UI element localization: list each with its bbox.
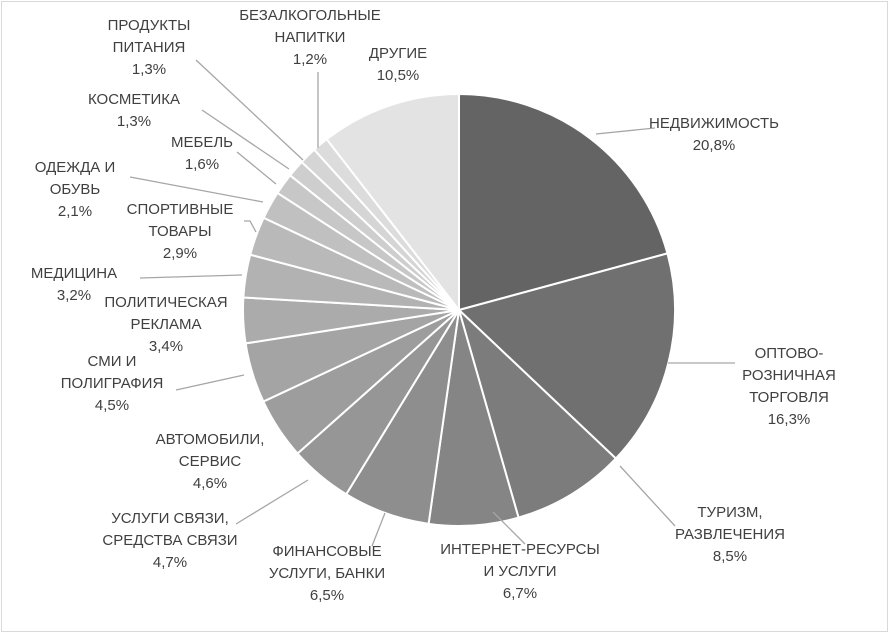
slice-percent-label: 20,8% bbox=[693, 137, 736, 154]
slice-category-label: УСЛУГИ, БАНКИ bbox=[269, 565, 385, 582]
pie-slice bbox=[457, 306, 618, 519]
slice-category-label: РОЗНИЧНАЯ bbox=[742, 367, 836, 384]
slice-category-label: ТОВАРЫ bbox=[149, 223, 212, 240]
slice-category-label: РЕКЛАМА bbox=[130, 316, 201, 333]
slice-percent-label: 2,9% bbox=[163, 245, 197, 262]
slice-category-label: ПОЛИГРАФИЯ bbox=[61, 375, 164, 392]
slice-category-label: ФИНАНСОВЫЕ bbox=[272, 543, 381, 560]
slice-category-label: МЕБЕЛЬ bbox=[171, 134, 233, 151]
slice-category-label: АВТОМОБИЛИ, bbox=[156, 431, 265, 448]
slice-category-label: ТУРИЗМ, bbox=[697, 504, 762, 521]
slice-category-label: ПОЛИТИЧЕСКАЯ bbox=[104, 294, 227, 311]
slice-percent-label: 16,3% bbox=[768, 411, 811, 428]
slice-category-label: СЕРВИС bbox=[179, 453, 242, 470]
slice-percent-label: 8,5% bbox=[713, 548, 747, 565]
slice-category-label: ОДЕЖДА И bbox=[35, 159, 115, 176]
slice-category-label: ПРОДУКТЫ bbox=[108, 17, 191, 34]
slice-percent-label: 1,6% bbox=[185, 156, 219, 173]
slice-percent-label: 3,4% bbox=[149, 338, 183, 355]
slice-percent-label: 6,5% bbox=[310, 587, 344, 604]
slice-category-label: НЕДВИЖИМОСТЬ bbox=[649, 115, 779, 132]
leader-line bbox=[129, 176, 264, 203]
slice-percent-label: 6,7% bbox=[503, 585, 537, 602]
data-labels: НЕДВИЖИМОСТЬ 20,8% ОПТОВО- РОЗНИЧНАЯ ТОРГОВЛ… bbox=[31, 7, 836, 604]
leader-line bbox=[235, 479, 309, 525]
leader-line bbox=[201, 109, 290, 170]
slice-category-label: БЕЗАЛКОГОЛЬНЫЕ bbox=[239, 7, 381, 24]
slice-percent-label: 4,7% bbox=[153, 554, 187, 571]
slice-percent-label: 4,5% bbox=[95, 397, 129, 414]
slice-category-label: УСЛУГИ СВЯЗИ, bbox=[111, 510, 229, 527]
leader-line bbox=[371, 512, 386, 547]
slice-category-label: МЕДИЦИНА bbox=[31, 265, 117, 282]
pie-slice bbox=[458, 92, 669, 312]
leader-line bbox=[175, 374, 245, 391]
slice-percent-label: 1,3% bbox=[117, 113, 151, 130]
slice-category-label: ОПТОВО- bbox=[755, 345, 824, 362]
slice-percent-label: 3,2% bbox=[57, 287, 91, 304]
slice-category-label: ПИТАНИЯ bbox=[113, 39, 186, 56]
leader-lines bbox=[129, 59, 735, 547]
leader-line bbox=[195, 59, 304, 161]
slice-category-label: СРЕДСТВА СВЯЗИ bbox=[102, 532, 237, 549]
slice-percent-label: 2,1% bbox=[58, 203, 92, 220]
slice-category-label: СМИ И bbox=[88, 353, 137, 370]
slice-category-label: КОСМЕТИКА bbox=[88, 91, 180, 108]
leader-line bbox=[244, 220, 257, 233]
slice-category-label: И УСЛУГИ bbox=[483, 563, 556, 580]
leader-line bbox=[492, 511, 526, 545]
slice-percent-label: 1,3% bbox=[132, 61, 166, 78]
slice-category-label: ТОРГОВЛЯ bbox=[749, 389, 829, 406]
slice-percent-label: 10,5% bbox=[377, 67, 420, 84]
slice-category-label: РАЗВЛЕЧЕНИЯ bbox=[675, 526, 785, 543]
slice-category-label: НАПИТКИ bbox=[275, 29, 346, 46]
pie-slice bbox=[325, 92, 460, 313]
slice-category-label: ДРУГИЕ bbox=[369, 45, 427, 62]
leader-line bbox=[619, 465, 676, 527]
slice-category-label: ОБУВЬ bbox=[50, 181, 101, 198]
leader-line bbox=[139, 274, 243, 279]
slice-percent-label: 1,2% bbox=[293, 51, 327, 68]
slice-category-label: ИНТЕРНЕТ-РЕСУРСЫ bbox=[440, 541, 600, 558]
leader-line bbox=[236, 151, 277, 185]
pie-slices bbox=[241, 92, 676, 527]
leader-line bbox=[595, 127, 656, 135]
slice-percent-label: 4,6% bbox=[193, 475, 227, 492]
slice-category-label: СПОРТИВНЫЕ bbox=[127, 201, 234, 218]
